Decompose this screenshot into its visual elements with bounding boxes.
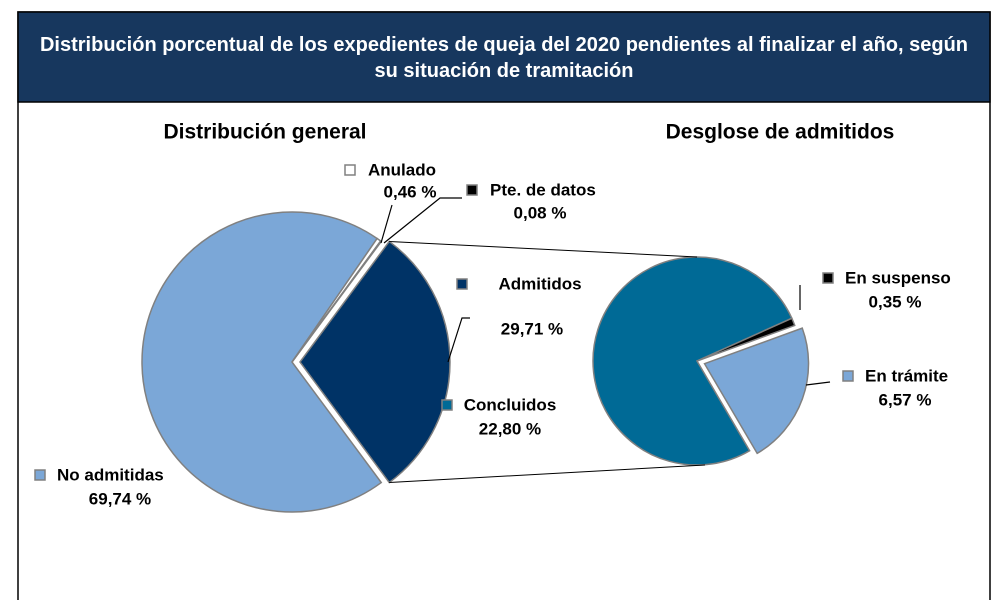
connector-line	[389, 240, 698, 258]
pies	[141, 211, 810, 513]
pie-slice	[592, 256, 793, 466]
legend-swatch	[822, 272, 834, 284]
pie-title: Desglose de admitidos	[666, 121, 895, 144]
legend-label: En trámite	[865, 366, 948, 385]
legend-swatch	[842, 370, 854, 382]
value-label: 0,08 %	[514, 203, 567, 222]
leader-line	[380, 204, 393, 244]
legend-label: Anulado	[368, 160, 436, 179]
pie-slice	[703, 327, 810, 455]
header	[17, 11, 991, 103]
leader-line	[383, 197, 462, 244]
legend-label: En suspenso	[845, 268, 951, 287]
legend-label: No admitidas	[57, 465, 164, 484]
chart-title: Distribución porcentual de los expedient…	[39, 34, 969, 82]
pie-slice	[696, 317, 796, 362]
pie-title: Distribución general	[163, 121, 366, 144]
value-label: 0,46 %	[384, 182, 437, 201]
legend-swatch	[466, 184, 478, 196]
legend-swatch	[456, 278, 468, 290]
legend-swatch	[441, 399, 453, 411]
header-box: Distribución porcentual de los expedient…	[39, 34, 969, 82]
value-label: 22,80 %	[479, 419, 541, 438]
value-label: 6,57 %	[879, 390, 932, 409]
leader-line	[447, 317, 470, 363]
legend-label: Admitidos	[498, 274, 581, 293]
leader-line	[805, 381, 831, 386]
value-label: 69,74 %	[89, 489, 151, 508]
connector-line	[389, 464, 706, 484]
value-label: 0,35 %	[869, 292, 922, 311]
pie-slice	[141, 211, 383, 513]
legend-label: Concluidos	[464, 395, 557, 414]
legend-swatch	[344, 164, 356, 176]
pie-slice	[299, 240, 451, 484]
value-label: 29,71 %	[501, 319, 563, 338]
legend-label: Pte. de datos	[490, 180, 596, 199]
legend-swatch	[34, 469, 46, 481]
